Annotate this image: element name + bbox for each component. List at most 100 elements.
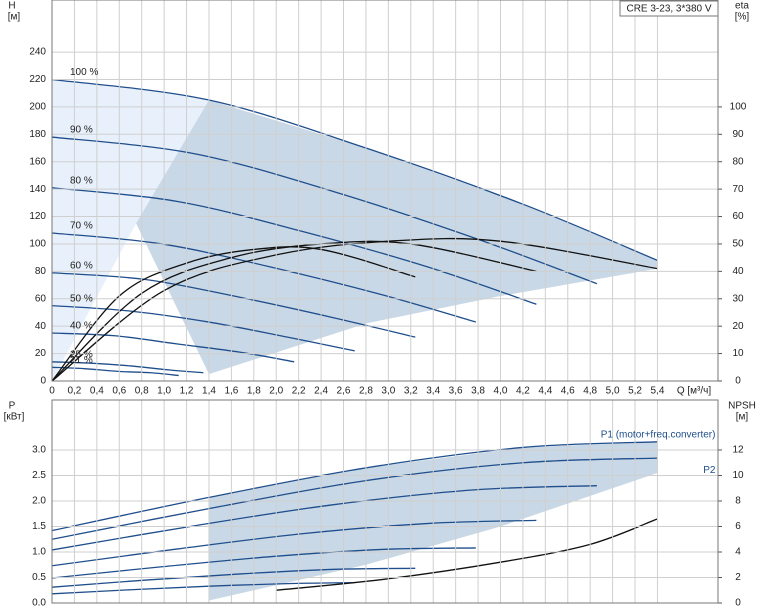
x-tick-label: 3,6 <box>449 386 463 397</box>
y2-tick-label: 100 <box>730 102 747 113</box>
y2-tick-label: 50 <box>732 239 744 250</box>
x-tick-label: 0,4 <box>90 386 104 397</box>
curve-label: P1 (motor+freq.converter) <box>601 429 716 440</box>
curve <box>52 136 598 285</box>
y-tick-label: 20 <box>35 348 47 359</box>
x-tick-label: 2,2 <box>292 386 306 397</box>
curve <box>52 332 295 363</box>
secondary-curve <box>276 518 658 591</box>
x-tick-label: 3,0 <box>381 386 395 397</box>
x-tick-label: 2,0 <box>269 386 283 397</box>
plot-frame <box>51 0 719 382</box>
curve <box>52 519 537 567</box>
y-tick-label: 140 <box>29 184 46 195</box>
curve <box>52 547 476 579</box>
y-tick-label: 0.0 <box>32 598 46 609</box>
curve-label: 40 % <box>70 321 93 332</box>
curve-label: 60 % <box>70 260 93 271</box>
x-tick-label: 0,6 <box>112 386 126 397</box>
y2-axis-unit: [%] <box>735 12 750 23</box>
y-tick-label: 60 <box>35 293 47 304</box>
x-tick-label: 0,2 <box>67 386 81 397</box>
y2-tick-label: 10 <box>732 348 744 359</box>
y2-tick-label: 40 <box>732 266 744 277</box>
x-tick-label: 2,8 <box>359 386 373 397</box>
curve-label: 70 % <box>70 221 93 232</box>
y2-axis-title: NPSH <box>728 401 756 412</box>
y-tick-label: 180 <box>29 129 46 140</box>
operating-region <box>52 79 209 381</box>
x-tick-label: 4,8 <box>583 386 597 397</box>
y-tick-label: 0 <box>40 376 46 387</box>
plot-area <box>52 78 658 381</box>
y2-tick-label: 0 <box>735 376 741 387</box>
y-tick-label: 1.5 <box>32 521 46 532</box>
y2-tick-label: 10 <box>732 470 744 481</box>
x-tick-label: 0 <box>49 386 55 397</box>
x-tick-label: 4,4 <box>538 386 552 397</box>
x-tick-label: 3,4 <box>426 386 440 397</box>
y-tick-label: 40 <box>35 321 47 332</box>
x-tick-label: 5,2 <box>628 386 642 397</box>
curve <box>52 187 537 305</box>
y2-tick-label: 2 <box>735 572 741 583</box>
y-tick-label: 0.5 <box>32 572 46 583</box>
y-axis-unit: [м] <box>8 12 21 23</box>
y-tick-label: 200 <box>29 102 46 113</box>
y-tick-label: 220 <box>29 74 46 85</box>
operating-region <box>136 100 658 375</box>
curve-label: 25 % <box>70 349 93 360</box>
x-tick-label: 0,8 <box>135 386 149 397</box>
y-tick-label: 2.5 <box>32 470 46 481</box>
curve <box>52 272 416 338</box>
y-tick-label: 120 <box>29 211 46 222</box>
y2-tick-label: 20 <box>732 321 744 332</box>
y2-axis-title: eta <box>735 1 749 12</box>
x-tick-label: 1,4 <box>202 386 216 397</box>
y2-tick-label: 4 <box>735 547 741 558</box>
x-tick-label: 4,6 <box>561 386 575 397</box>
y-tick-label: 80 <box>35 266 47 277</box>
x-tick-label: 5,4 <box>651 386 665 397</box>
y-tick-label: 1.0 <box>32 547 46 558</box>
x-tick-label: 5,0 <box>606 386 620 397</box>
x-tick-label: 3,2 <box>404 386 418 397</box>
x-axis-title: Q [м³/ч] <box>677 386 712 397</box>
y2-tick-label: 8 <box>735 496 741 507</box>
y2-tick-label: 12 <box>732 445 744 456</box>
curve <box>52 361 204 374</box>
y-tick-label: 2.0 <box>32 496 46 507</box>
y2-tick-label: 6 <box>735 521 741 532</box>
y-axis-title: P <box>9 401 16 412</box>
badge: CRE 3-23, 3*380 V <box>626 4 711 15</box>
y-axis-title: H <box>8 1 15 12</box>
x-tick-label: 1,0 <box>157 386 171 397</box>
y2-tick-label: 30 <box>732 293 744 304</box>
x-tick-label: 2,4 <box>314 386 328 397</box>
x-tick-label: 1,2 <box>180 386 194 397</box>
plot-frame <box>51 399 719 604</box>
y2-tick-label: 80 <box>732 156 744 167</box>
x-tick-label: 1,8 <box>247 386 261 397</box>
y-tick-label: 160 <box>29 156 46 167</box>
y2-tick-label: 70 <box>732 184 744 195</box>
curve <box>52 232 476 323</box>
badge-box <box>619 0 719 17</box>
curve <box>52 567 416 588</box>
secondary-curve <box>52 237 658 381</box>
y-tick-label: 3.0 <box>32 445 46 456</box>
curve <box>52 485 597 551</box>
plot-area <box>52 441 658 601</box>
y2-tick-label: 90 <box>732 129 744 140</box>
curve-label: 21 % <box>70 355 93 366</box>
y2-tick-label: 0 <box>735 598 741 609</box>
curve-label: 50 % <box>70 293 93 304</box>
y2-axis-unit: [м] <box>736 412 749 423</box>
x-tick-label: 1,6 <box>224 386 238 397</box>
curve-label: 90 % <box>70 125 93 136</box>
curve-label: 100 % <box>70 67 98 78</box>
y-tick-label: 240 <box>29 47 46 58</box>
curve-label: P2 <box>703 465 716 476</box>
curve-label: 80 % <box>70 175 93 186</box>
